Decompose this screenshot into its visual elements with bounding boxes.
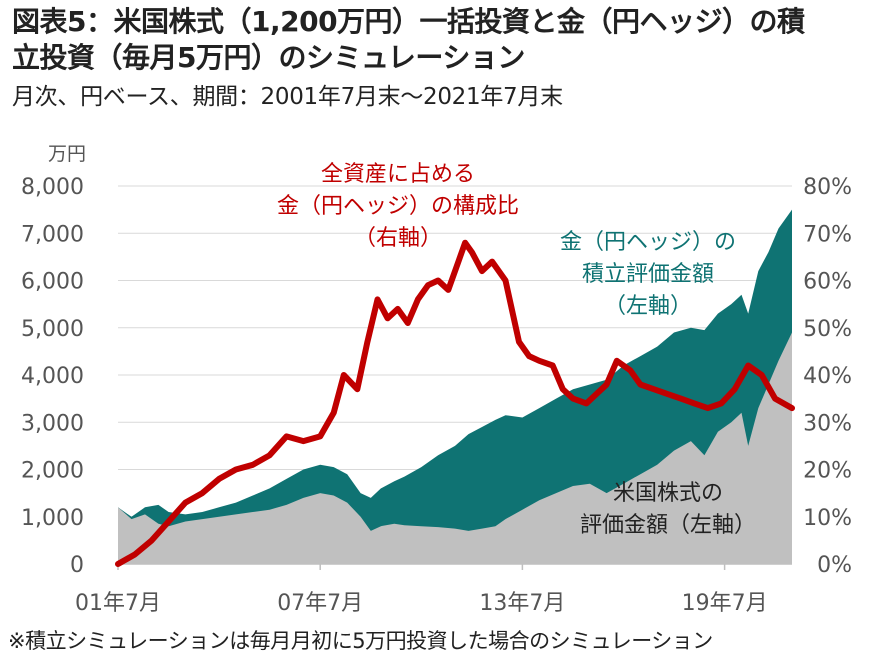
gold-accumulation-label: 積立評価金額 bbox=[582, 262, 714, 287]
x-tick-label: 13年7月 bbox=[479, 591, 565, 616]
gold-share-line bbox=[115, 239, 795, 567]
right-tick-label: 70% bbox=[803, 222, 852, 247]
x-tick-label: 07年7月 bbox=[277, 591, 363, 616]
right-tick-label: 0% bbox=[817, 553, 852, 578]
left-tick-label: 4,000 bbox=[21, 364, 84, 389]
gold-share-label: 全資産に占める bbox=[321, 162, 475, 187]
right-tick-label: 60% bbox=[803, 270, 852, 295]
left-tick-label: 6,000 bbox=[21, 270, 84, 295]
left-tick-label: 8,000 bbox=[21, 175, 84, 200]
left-axis-unit: 万円 bbox=[48, 143, 86, 165]
chart-title-line2: 立投資（毎月5万円）のシミュレーション bbox=[12, 41, 525, 74]
chart-title-line1: 図表5：米国株式（1,200万円）一括投資と金（円ヘッジ）の積 bbox=[12, 5, 805, 38]
left-tick-label: 1,000 bbox=[21, 506, 84, 531]
gold-share-label: 金（円ヘッジ）の構成比 bbox=[277, 194, 519, 219]
right-tick-label: 20% bbox=[803, 459, 852, 484]
right-tick-label: 30% bbox=[803, 411, 852, 436]
left-tick-label: 0 bbox=[70, 553, 84, 578]
gold-accumulation-label: 金（円ヘッジ）の bbox=[560, 230, 736, 255]
left-tick-label: 3,000 bbox=[21, 411, 84, 436]
right-axis-ticks: 0% 10% 20% 30% 40% 50% 60% 70% 80% bbox=[803, 175, 852, 578]
x-tick-label: 19年7月 bbox=[682, 591, 768, 616]
line-series bbox=[115, 239, 795, 567]
us-stock-area bbox=[118, 332, 792, 564]
x-axis-ticks: 01年7月 07年7月 13年7月 19年7月 bbox=[75, 591, 768, 616]
right-tick-label: 80% bbox=[803, 175, 852, 200]
x-tick-label: 01年7月 bbox=[75, 591, 161, 616]
us-stock-label: 評価金額（左軸） bbox=[580, 513, 756, 538]
right-tick-label: 10% bbox=[803, 506, 852, 531]
left-tick-label: 2,000 bbox=[21, 459, 84, 484]
gold-accumulation-area bbox=[118, 209, 792, 564]
left-tick-label: 7,000 bbox=[21, 222, 84, 247]
us-stock-label: 米国株式の bbox=[613, 481, 723, 506]
right-tick-label: 50% bbox=[803, 317, 852, 342]
left-axis-ticks: 0 1,000 2,000 3,000 4,000 5,000 6,000 7,000 8,00… bbox=[21, 175, 84, 578]
left-tick-label: 5,000 bbox=[21, 317, 84, 342]
gold-share-label: （右軸） bbox=[354, 226, 442, 251]
footnote: ※積立シミュレーションは毎月月初に5万円投資した場合のシミュレーション bbox=[8, 629, 713, 653]
chart-subtitle: 月次、円ベース、期間：2001年7月末～2021年7月末 bbox=[12, 84, 563, 110]
area-series bbox=[118, 209, 792, 564]
gold-accumulation-label: （左軸） bbox=[604, 294, 692, 319]
right-tick-label: 40% bbox=[803, 364, 852, 389]
